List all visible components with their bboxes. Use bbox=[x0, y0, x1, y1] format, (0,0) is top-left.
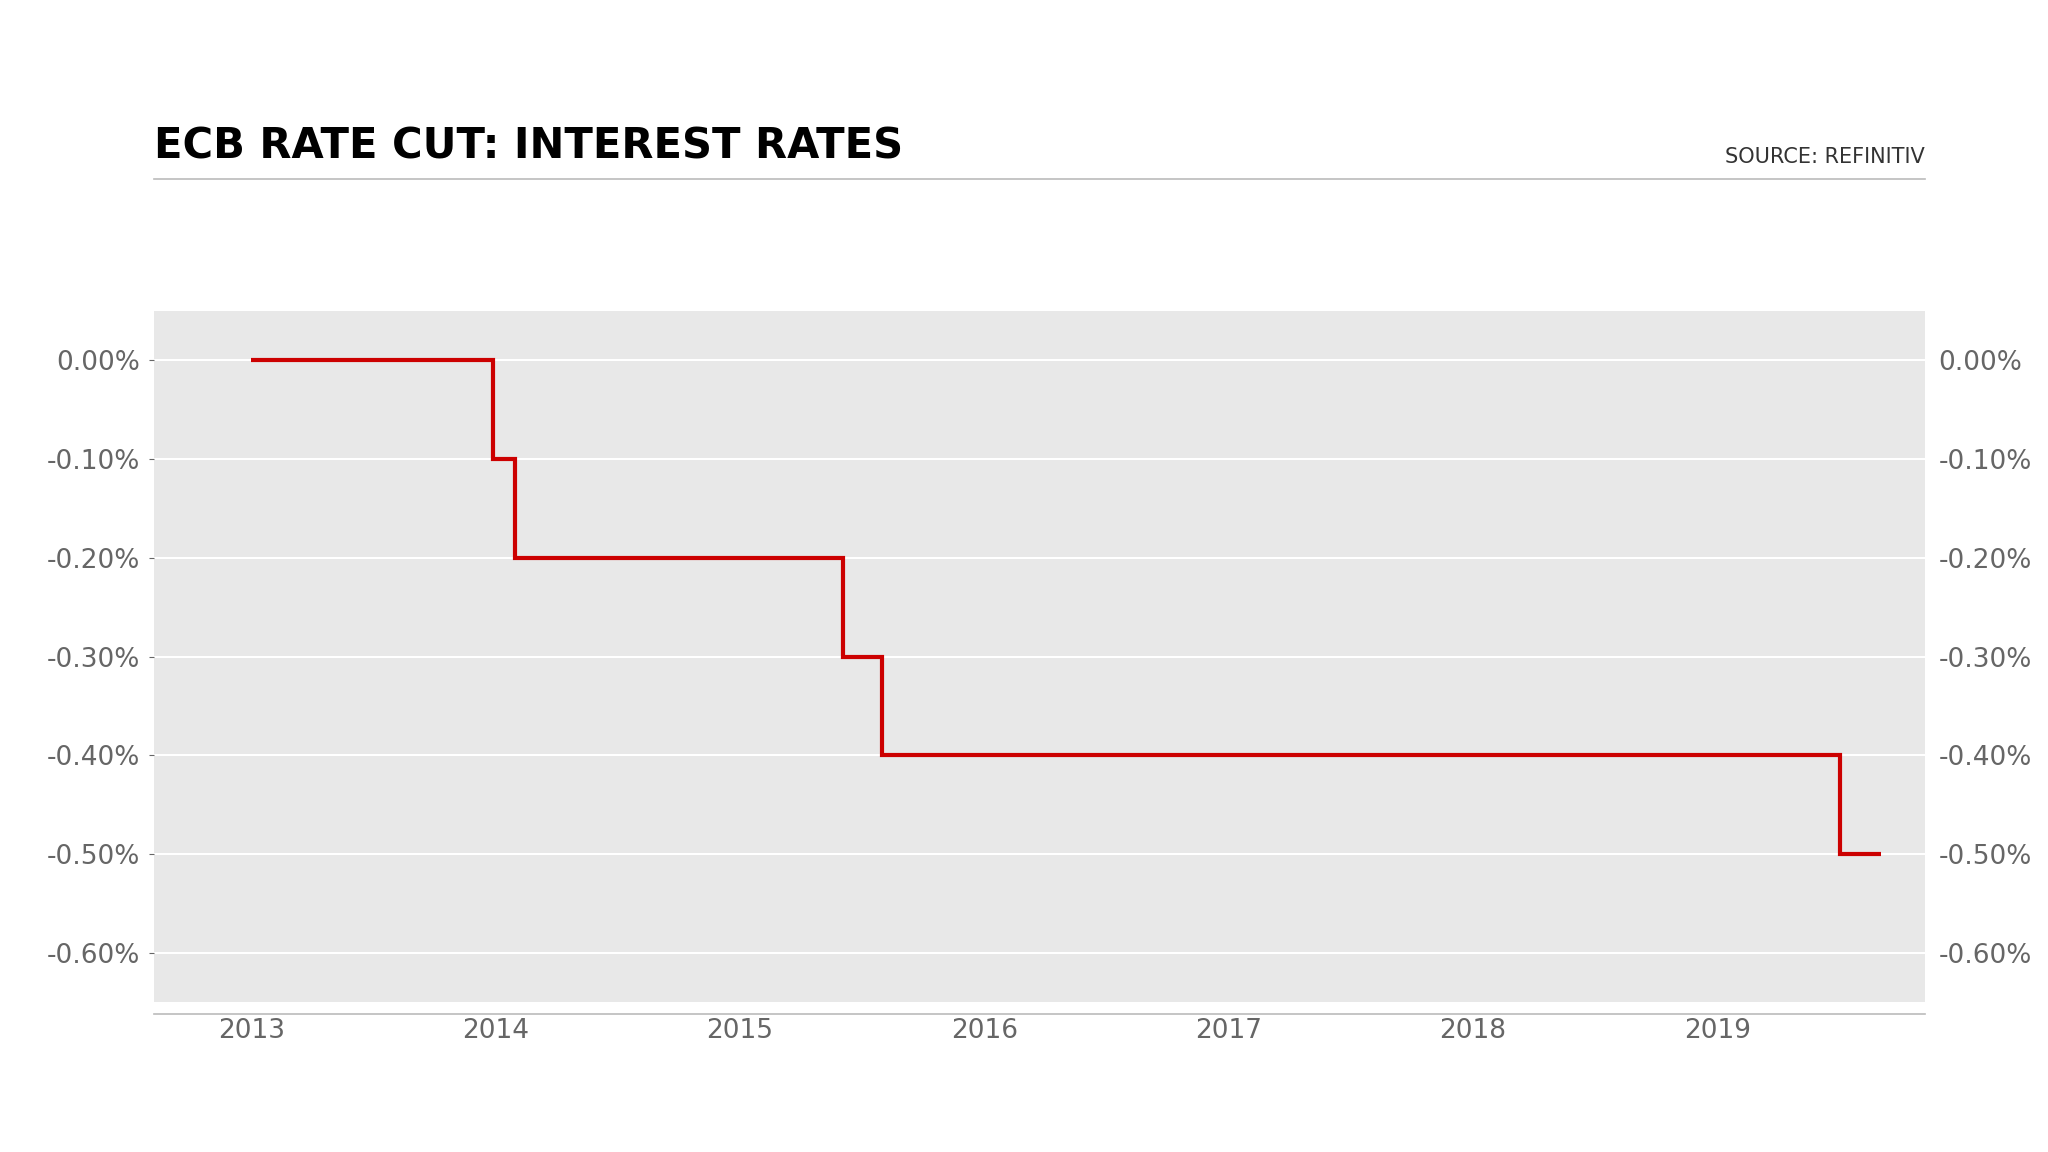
Text: ECB RATE CUT: INTEREST RATES: ECB RATE CUT: INTEREST RATES bbox=[154, 126, 903, 167]
Text: SOURCE: REFINITIV: SOURCE: REFINITIV bbox=[1724, 147, 1925, 167]
